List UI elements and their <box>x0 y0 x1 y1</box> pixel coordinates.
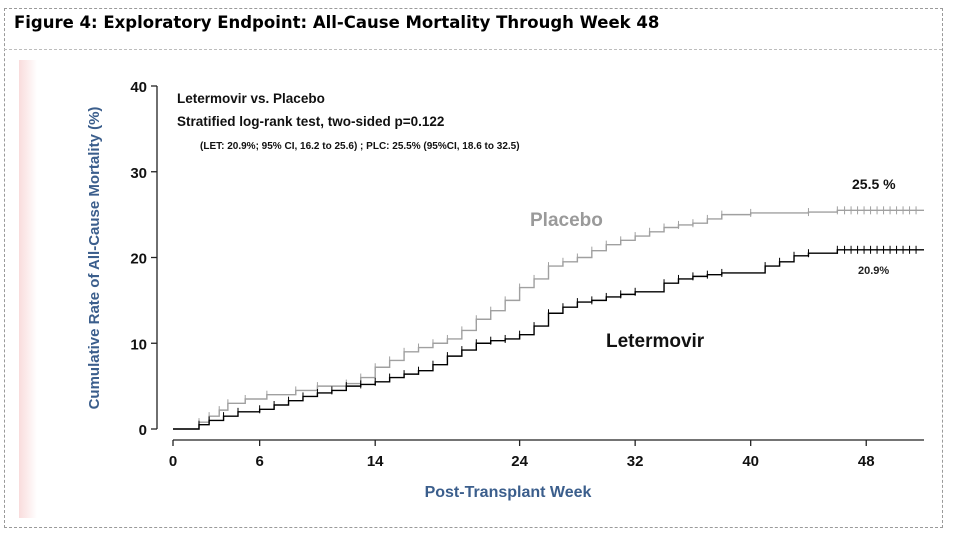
x-tick-label: 24 <box>511 453 528 470</box>
annotation-test: Stratified log-rank test, two-sided p=0.… <box>177 114 444 129</box>
chart-axes: 0 10 20 30 40 0 6 14 24 32 40 48 <box>130 79 924 470</box>
x-tick-label: 6 <box>255 453 263 470</box>
y-tick-label: 30 <box>130 165 147 182</box>
placebo-curve <box>173 209 924 430</box>
y-tick-label: 10 <box>130 336 147 353</box>
figure-title: Figure 4: Exploratory Endpoint: All-Caus… <box>14 13 660 32</box>
x-tick-label: 48 <box>858 453 875 470</box>
figure-frame <box>4 8 943 528</box>
x-tick-label: 14 <box>367 453 384 470</box>
chart-image-pane <box>19 60 939 518</box>
y-tick-label: 40 <box>130 79 147 96</box>
placebo-series-label: Placebo <box>530 210 603 231</box>
chart-labels: Cumulative Rate of All-Cause Mortality (… <box>86 91 896 501</box>
title-separator <box>4 49 942 50</box>
chart-curves <box>173 206 924 430</box>
y-axis-label: Cumulative Rate of All-Cause Mortality (… <box>86 107 103 410</box>
x-tick-label: 0 <box>169 453 177 470</box>
annotation-ci: (LET: 20.9%; 95% CI, 16.2 to 25.6) ; PLC… <box>200 141 520 152</box>
x-axis-label: Post-Transplant Week <box>425 484 592 501</box>
letermovir-end-label: 20.9% <box>858 265 889 277</box>
y-tick-label: 0 <box>139 422 147 439</box>
x-tick-label: 32 <box>627 453 644 470</box>
x-tick-label: 40 <box>742 453 759 470</box>
image-edge-shading <box>19 60 37 518</box>
annotation-box-title: Letermovir vs. Placebo <box>177 91 325 106</box>
y-tick-label: 20 <box>130 251 147 268</box>
letermovir-series-label: Letermovir <box>606 331 705 352</box>
placebo-end-label: 25.5 % <box>852 176 896 192</box>
